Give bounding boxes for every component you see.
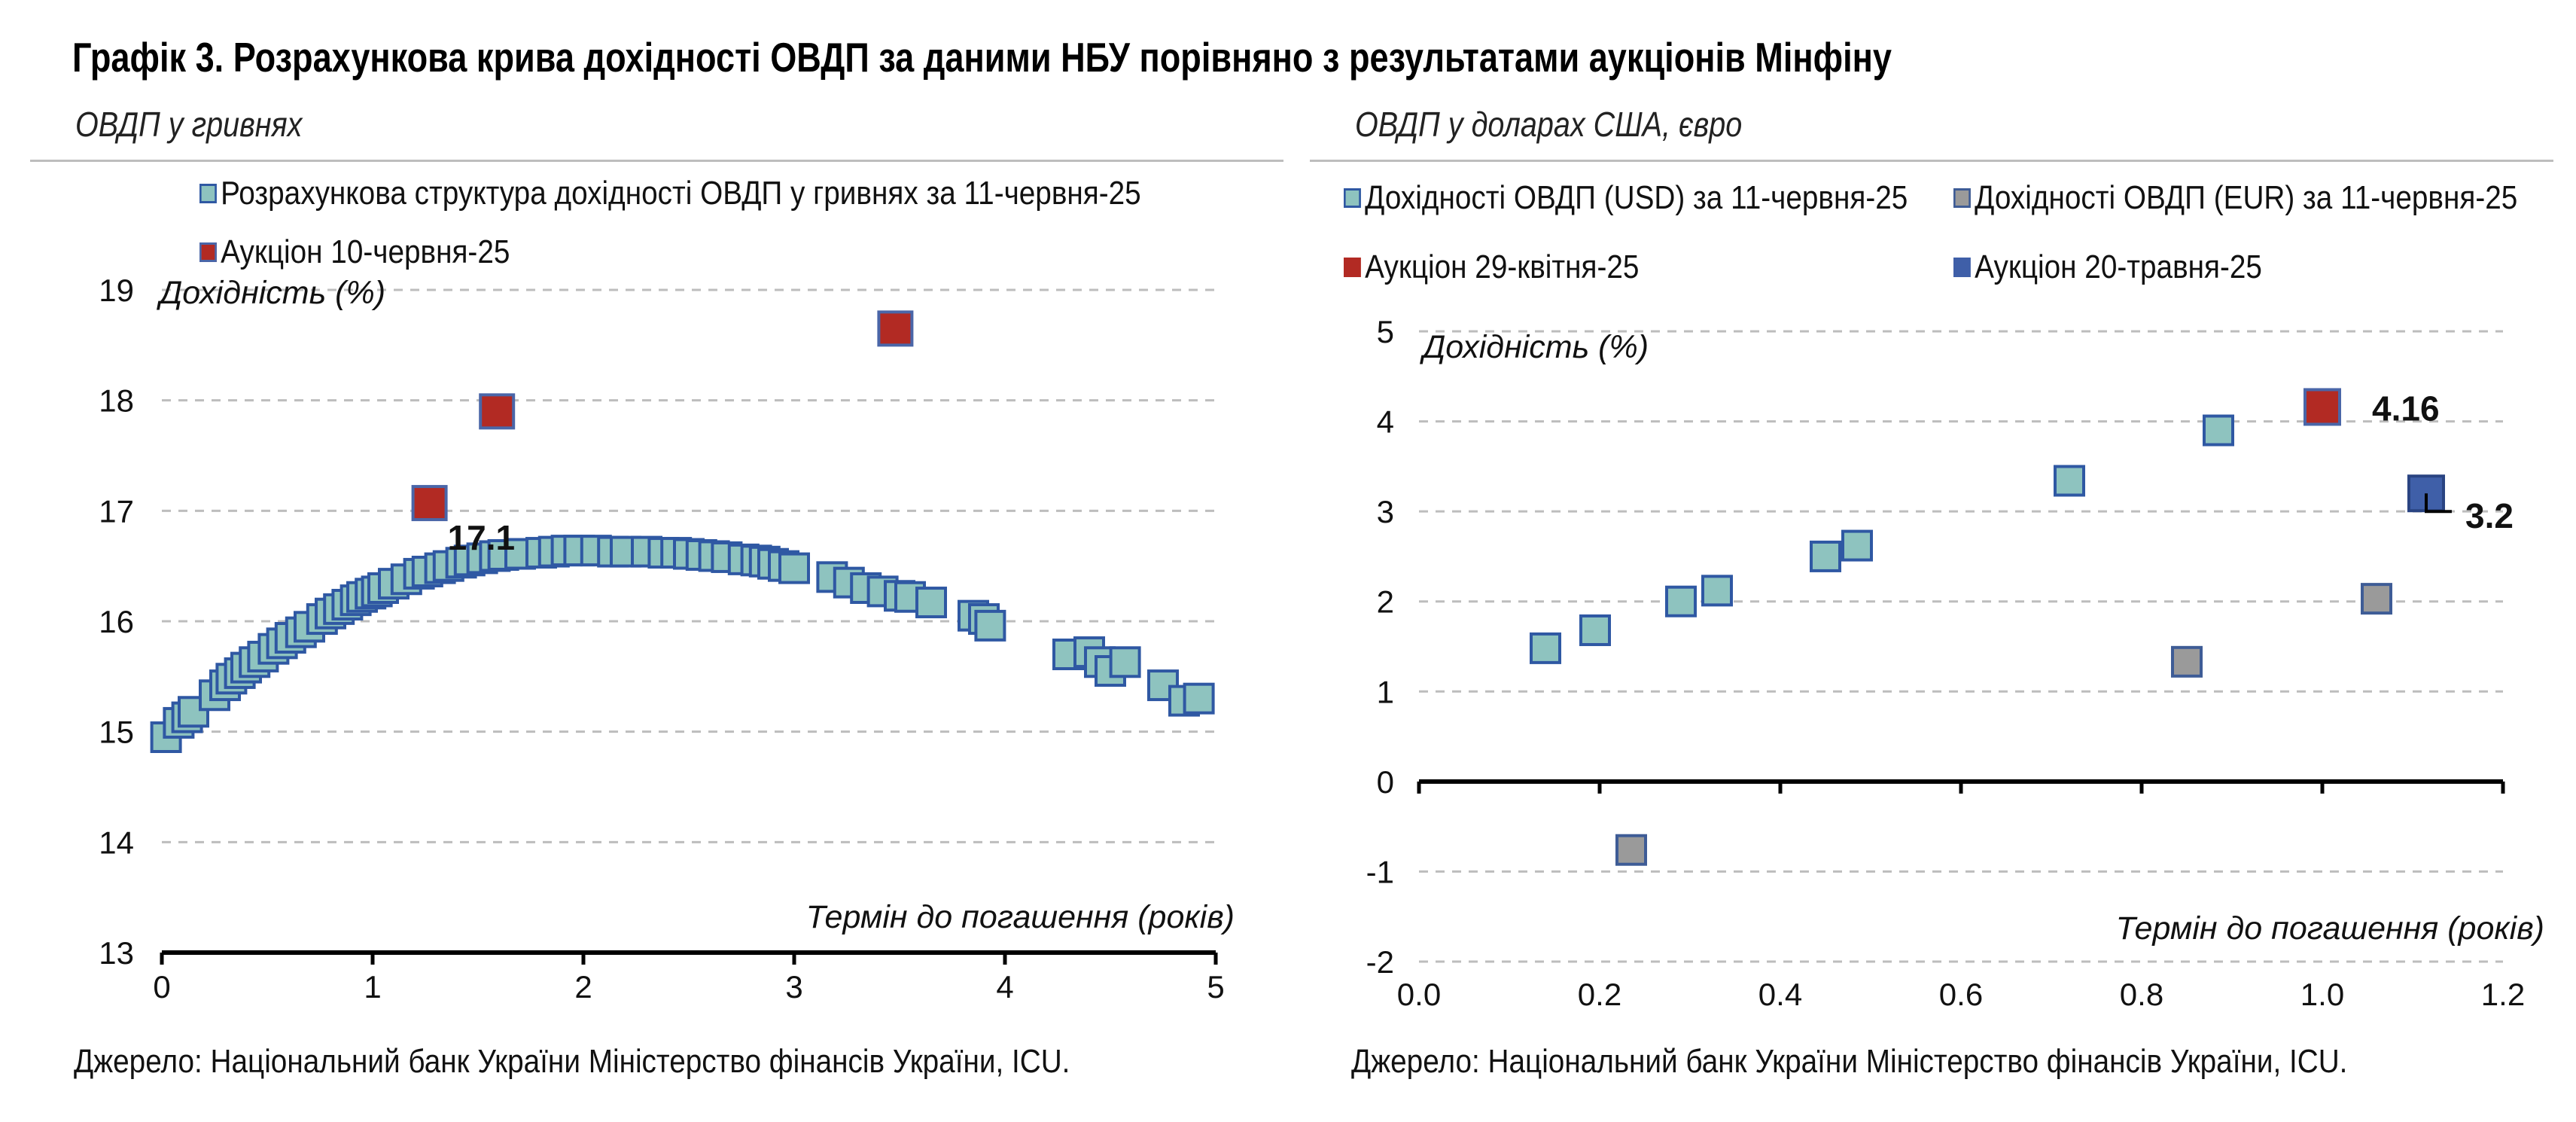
left-source-note: Джерело: Національний банк України Мініс… (74, 1043, 1070, 1080)
right-axes: -2 -1 0 1 2 3 4 5 0.0 0.2 0.4 0.6 0.8 1.0 1.2 (1366, 314, 2526, 1012)
right-panel-divider (1310, 160, 2553, 162)
right-data-point (1810, 540, 1841, 572)
right-data-point (2303, 388, 2341, 426)
right-x-tick-label: 0.0 (1397, 977, 1441, 1012)
legend-square-icon (199, 184, 217, 203)
right-source-note: Джерело: Національний банк України Мініс… (1351, 1043, 2348, 1080)
right-data-label: 4.16 (2372, 389, 2440, 428)
legend-label: Розрахункова структура дохідності ОВДП у… (221, 175, 1141, 212)
right-data-label: 3.2 (2465, 496, 2514, 535)
right-label-leader (2425, 493, 2452, 514)
right-y-axis-title: Дохідність (%) (1420, 329, 1649, 365)
left-x-tick-label: 0 (153, 969, 170, 1005)
right-y-tick-label: -2 (1366, 944, 1394, 980)
right-gridlines (1419, 330, 2503, 963)
left-marks: 17.1 (150, 310, 1215, 753)
right-x-tick-label: 1.0 (2300, 977, 2344, 1012)
left-chart: 13 14 15 16 17 18 19 0 1 2 3 4 5 17.1 Дохідність (%)… (99, 273, 1235, 1005)
left-axes: 13 14 15 16 17 18 19 0 1 2 3 4 5 (99, 273, 1224, 1005)
left-data-point (915, 587, 947, 619)
legend-label: Дохідності ОВДП (USD) за 11-червня-25 (1365, 179, 1908, 216)
left-legend-item-auction: Аукціон 10-червня-25 (199, 233, 510, 271)
left-y-tick-label: 15 (99, 715, 134, 750)
right-y-tick-label: 1 (1377, 674, 1394, 709)
left-y-tick-label: 16 (99, 604, 134, 639)
right-x-tick-label: 1.2 (2481, 977, 2525, 1012)
right-data-point (1701, 575, 1733, 607)
right-x-tick-label: 0.2 (1578, 977, 1621, 1012)
left-y-tick-label: 19 (99, 273, 134, 308)
right-y-tick-label: 4 (1377, 404, 1394, 440)
right-marks: 4.16 3.2 (1530, 388, 2514, 866)
legend-square-icon (1344, 188, 1361, 208)
left-data-point (974, 609, 1006, 642)
right-data-point (2361, 583, 2392, 615)
right-panel-subtitle: ОВДП у доларах США, євро (1355, 105, 1743, 144)
left-x-tick-label: 4 (996, 969, 1013, 1005)
left-y-axis-title: Дохідність (%) (157, 275, 385, 311)
right-data-point (1615, 834, 1647, 866)
right-legend-item-auction-may: Аукціон 20-травня-25 (1953, 248, 2262, 286)
left-x-tick-label: 2 (574, 969, 592, 1005)
right-x-axis-title: Термін до погашення (років) (2116, 910, 2544, 947)
right-data-point (2171, 645, 2203, 678)
right-data-point (1530, 632, 1561, 664)
left-gridlines (162, 288, 1216, 843)
legend-label: Дохідності ОВДП (EUR) за 11-червня-25 (1975, 179, 2518, 216)
left-data-point (778, 552, 810, 584)
left-legend-item-curve: Розрахункова структура дохідності ОВДП у… (199, 175, 1141, 212)
right-y-tick-label: 0 (1377, 764, 1394, 800)
left-y-tick-label: 13 (99, 935, 134, 971)
left-data-point (479, 393, 516, 430)
legend-square-icon (199, 242, 217, 262)
right-y-tick-label: 3 (1377, 494, 1394, 529)
right-x-tick-label: 0.8 (2120, 977, 2163, 1012)
right-data-point (1665, 585, 1697, 617)
legend-label: Аукціон 10-червня-25 (221, 233, 510, 270)
left-data-point (1109, 646, 1141, 678)
right-legend-item-eur: Дохідності ОВДП (EUR) за 11-червня-25 (1953, 179, 2517, 217)
legend-square-icon (1344, 258, 1361, 277)
legend-label: Аукціон 29-квітня-25 (1365, 248, 1640, 285)
left-data-point (411, 485, 448, 522)
left-panel-subtitle: ОВДП у гривнях (75, 105, 303, 144)
right-legend-item-usd: Дохідності ОВДП (USD) за 11-червня-25 (1344, 179, 1908, 217)
right-y-tick-label: 2 (1377, 584, 1394, 620)
right-y-tick-label: 5 (1377, 314, 1394, 349)
left-data-point (1183, 682, 1215, 715)
left-x-axis-title: Термін до погашення (років) (806, 899, 1235, 935)
right-legend-item-auction-apr: Аукціон 29-квітня-25 (1344, 248, 1639, 286)
left-x-tick-label: 3 (785, 969, 802, 1005)
left-panel-divider (30, 160, 1283, 162)
legend-square-icon (1953, 258, 1971, 277)
left-data-label: 17.1 (448, 518, 516, 557)
right-data-point (2054, 465, 2085, 497)
left-y-tick-label: 18 (99, 383, 134, 419)
right-data-point (1579, 614, 1611, 646)
right-x-tick-label: 0.4 (1758, 977, 1802, 1012)
right-data-point (2203, 414, 2234, 447)
left-y-tick-label: 14 (99, 825, 134, 860)
left-x-tick-label: 1 (364, 969, 381, 1005)
left-data-point (877, 310, 914, 347)
right-data-point (1841, 529, 1873, 562)
main-title: Графік 3. Розрахункова крива дохідності … (72, 34, 1892, 81)
right-y-tick-label: -1 (1366, 854, 1394, 889)
legend-square-icon (1953, 188, 1971, 208)
left-x-tick-label: 5 (1207, 969, 1224, 1005)
legend-label: Аукціон 20-травня-25 (1975, 248, 2262, 285)
left-y-tick-label: 17 (99, 493, 134, 529)
right-x-tick-label: 0.6 (1939, 977, 1983, 1012)
